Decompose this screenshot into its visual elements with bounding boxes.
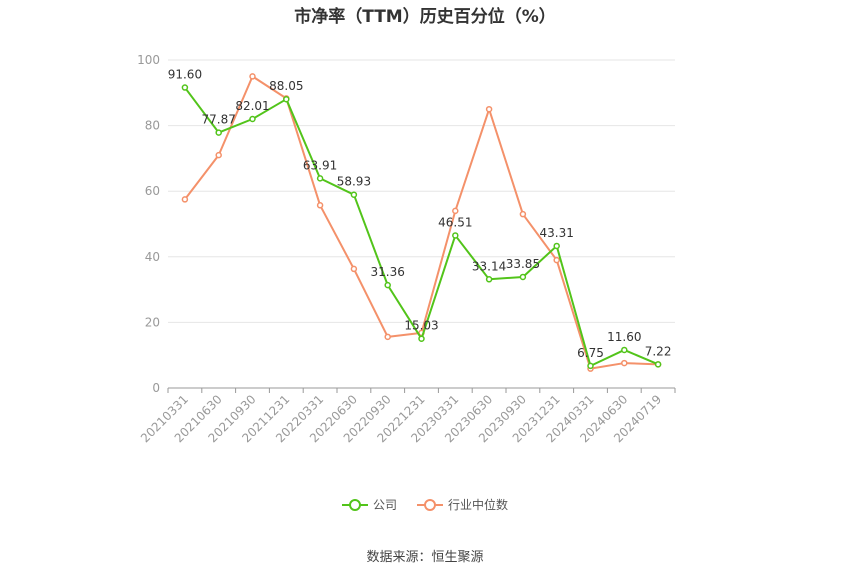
series-layer [181, 73, 662, 372]
data-label: 6.75 [577, 346, 604, 360]
data-point-industry-median [316, 202, 324, 209]
data-point-company [350, 191, 358, 198]
y-tick-label: 60 [145, 184, 160, 198]
data-point-industry-median [215, 151, 222, 159]
data-label: 43.31 [540, 226, 574, 240]
data-point-company [181, 84, 189, 91]
industry-line-marker-icon [417, 498, 443, 511]
data-point-industry-median [553, 256, 560, 264]
data-label: 63.91 [303, 158, 337, 172]
data-point-company [587, 362, 594, 370]
data-point-industry-median [181, 196, 189, 203]
data-point-company [283, 95, 290, 103]
data-point-company [452, 232, 459, 239]
data-point-industry-median [384, 333, 391, 341]
data-label: 31.36 [371, 265, 405, 279]
data-point-company [654, 361, 662, 368]
data-point-company [418, 335, 425, 342]
data-point-industry-median [519, 210, 527, 218]
data-source: 数据来源：恒生聚源 [366, 550, 484, 565]
data-label: 11.60 [607, 330, 641, 344]
y-axis: 0 20 40 60 80 100 [137, 53, 160, 395]
data-point-company [384, 281, 391, 289]
data-label: 7.22 [645, 344, 672, 358]
company-line-marker-icon [341, 498, 368, 511]
data-point-company [621, 346, 628, 354]
x-axis: 2021033120210630202109302021123120220331… [138, 387, 676, 445]
data-point-industry-median [621, 359, 628, 367]
y-tick-label: 100 [137, 53, 160, 67]
legend-label-industry-median: 行业中位数 [448, 498, 509, 512]
data-label: 88.05 [269, 79, 303, 93]
legend-label-company: 公司 [372, 498, 397, 512]
data-label: 33.14 [472, 259, 506, 273]
data-point-industry-median [485, 105, 493, 113]
data-point-company [215, 129, 222, 136]
data-label: 82.01 [235, 99, 269, 113]
y-tick-label: 0 [152, 381, 160, 395]
data-point-company [316, 175, 324, 182]
data-label: 91.60 [168, 68, 202, 82]
data-point-industry-median [249, 73, 256, 80]
data-point-company [519, 273, 527, 281]
data-label: 46.51 [438, 215, 472, 229]
legend-item-company[interactable]: 公司 [341, 496, 397, 513]
data-point-industry-median [350, 265, 358, 273]
legend-item-industry-median[interactable]: 行业中位数 [417, 496, 508, 513]
chart-title: 市净率（TTM）历史百分位（%） [294, 7, 556, 27]
data-point-industry-median [452, 207, 459, 215]
y-tick-label: 80 [145, 119, 160, 133]
data-point-company [249, 115, 256, 123]
data-label: 15.03 [404, 319, 438, 333]
legend: 公司 行业中位数 [0, 496, 850, 513]
data-label: 33.85 [506, 257, 540, 271]
data-label: 77.87 [202, 113, 236, 127]
data-point-company [485, 276, 493, 283]
data-point-company [553, 242, 560, 250]
data-label: 58.93 [337, 175, 371, 189]
y-tick-label: 40 [145, 250, 160, 264]
gridlines [168, 59, 675, 323]
y-tick-label: 20 [145, 315, 160, 329]
